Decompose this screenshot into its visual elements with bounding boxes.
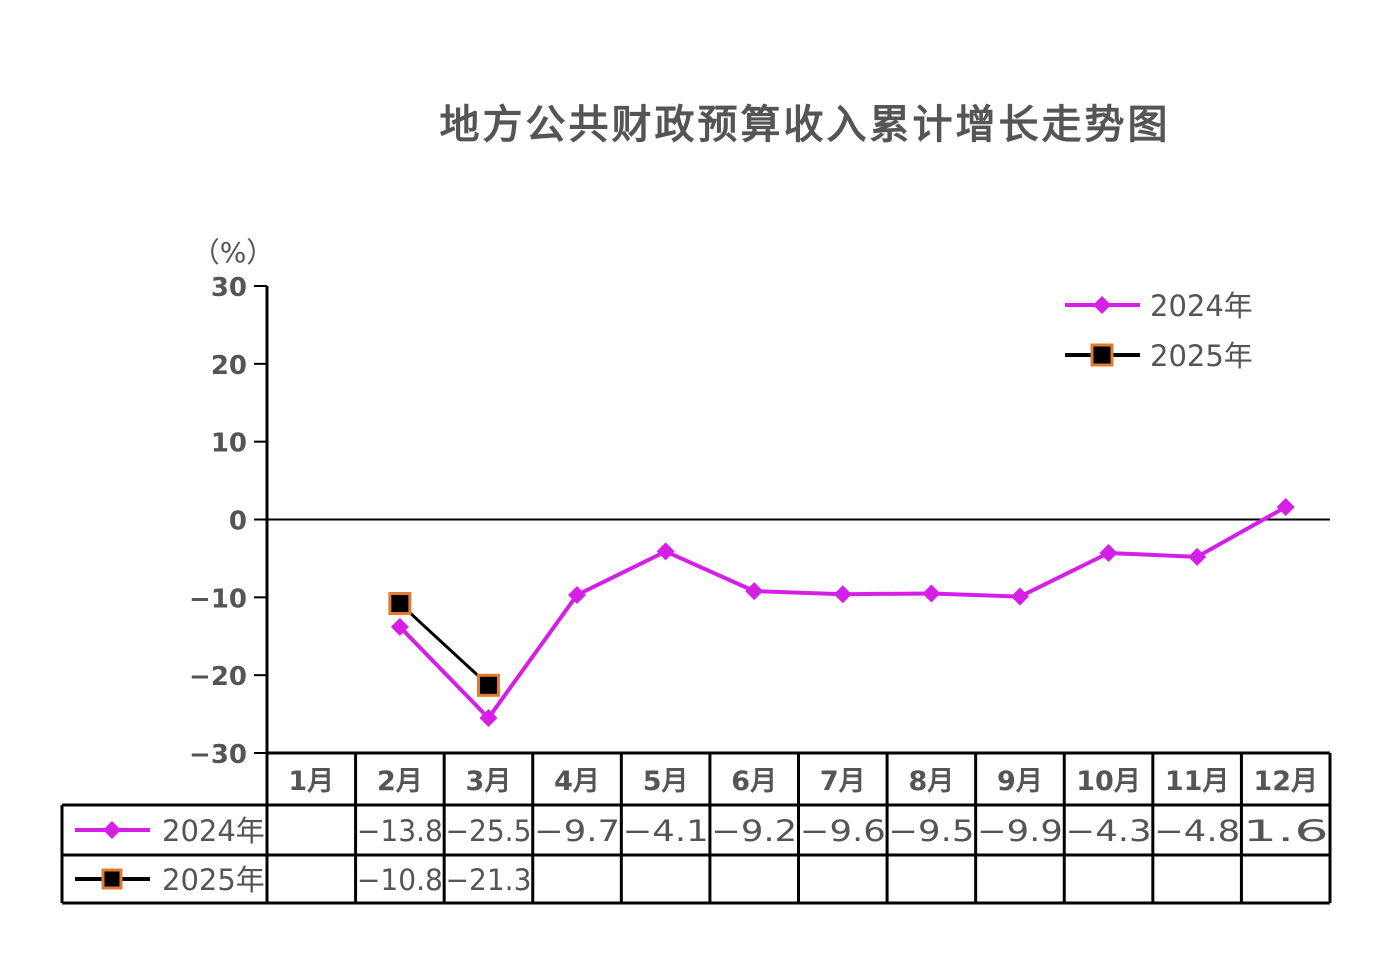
data-label: −13.8 — [357, 814, 443, 848]
data-point — [922, 584, 941, 603]
data-point — [388, 592, 412, 616]
data-point — [656, 542, 675, 561]
data-point — [568, 585, 587, 604]
data-point — [476, 673, 500, 697]
table-series-name: 2024年 — [162, 814, 265, 848]
data-label: −4.1 — [623, 814, 709, 848]
legend-marker — [1093, 296, 1111, 314]
x-tick-label: 3月 — [466, 766, 512, 797]
data-point — [1276, 498, 1295, 517]
data-label: −9.2 — [711, 814, 797, 848]
data-point — [1010, 587, 1029, 606]
y-tick-label: −20 — [189, 662, 247, 692]
data-label: −9.9 — [977, 814, 1063, 848]
x-tick-label: 10月 — [1076, 766, 1141, 797]
data-point — [390, 617, 409, 636]
x-tick-label: 8月 — [908, 766, 954, 797]
data-label: −4.3 — [1066, 814, 1152, 848]
data-point — [1188, 547, 1207, 566]
y-tick-label: 0 — [229, 507, 247, 537]
chart-title: 地方公共财政预算收入累计增长走势图 — [439, 102, 1171, 148]
data-label: −9.5 — [888, 814, 974, 848]
data-label: −10.8 — [357, 863, 443, 897]
x-tick-label: 11月 — [1165, 766, 1230, 797]
table-legend-marker — [101, 868, 123, 890]
data-label: −4.8 — [1154, 814, 1240, 848]
x-tick-label: 6月 — [731, 766, 777, 797]
y-tick-label: −10 — [189, 584, 247, 614]
y-tick-label: −30 — [189, 740, 247, 770]
data-point — [745, 582, 764, 601]
y-axis-label: （%） — [192, 236, 275, 269]
data-label: −9.6 — [800, 814, 886, 848]
data-label: −9.7 — [534, 814, 620, 848]
x-tick-label: 1月 — [288, 766, 334, 797]
series-line — [398, 602, 490, 687]
x-tick-label: 12月 — [1253, 766, 1318, 797]
data-point — [833, 585, 852, 604]
y-tick-label: 10 — [211, 429, 247, 459]
x-tick-label: 5月 — [643, 766, 689, 797]
table-series-name: 2025年 — [162, 863, 265, 897]
data-label: −25.5 — [445, 814, 531, 848]
legend-label: 2025年 — [1150, 339, 1253, 373]
legend-label: 2024年 — [1150, 289, 1253, 323]
data-label: −21.3 — [445, 863, 531, 897]
x-tick-label: 4月 — [554, 766, 600, 797]
data-point — [1099, 543, 1118, 562]
x-tick-label: 2月 — [377, 766, 423, 797]
legend-marker — [1090, 343, 1114, 367]
x-tick-label: 7月 — [820, 766, 866, 797]
data-point — [479, 708, 498, 727]
x-tick-label: 9月 — [997, 766, 1043, 797]
series-line — [398, 505, 1287, 722]
y-tick-label: 20 — [211, 351, 247, 381]
y-tick-label: 30 — [211, 273, 247, 303]
table-legend-marker — [103, 821, 121, 839]
data-label: 1.6 — [1243, 814, 1329, 848]
